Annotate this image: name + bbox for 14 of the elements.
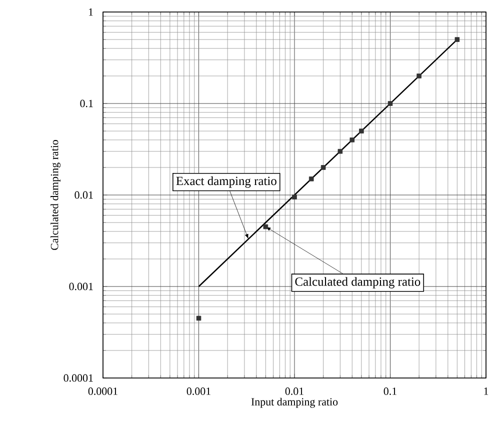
y-tick-label: 0.0001 [64, 374, 93, 382]
x-tick-label: 0.01 [285, 388, 304, 395]
y-tick-label: 0.001 [69, 282, 93, 290]
annotation: Exact damping ratio [176, 176, 276, 188]
x-tick-label: 0.0001 [88, 388, 118, 395]
y-axis-title: Calculated damping ratio [50, 140, 60, 250]
y-tick-label: 0.1 [80, 100, 93, 108]
x-tick-label: 0.001 [186, 388, 210, 395]
x-tick-label: 0.1 [384, 388, 396, 395]
x-axis-title: Input damping ratio [251, 398, 338, 408]
y-tick-label: 1 [88, 8, 93, 16]
y-tick-label: 0.01 [74, 191, 93, 199]
annotation: Calculated damping ratio [295, 277, 420, 288]
x-tick-label: 1 [484, 388, 488, 395]
